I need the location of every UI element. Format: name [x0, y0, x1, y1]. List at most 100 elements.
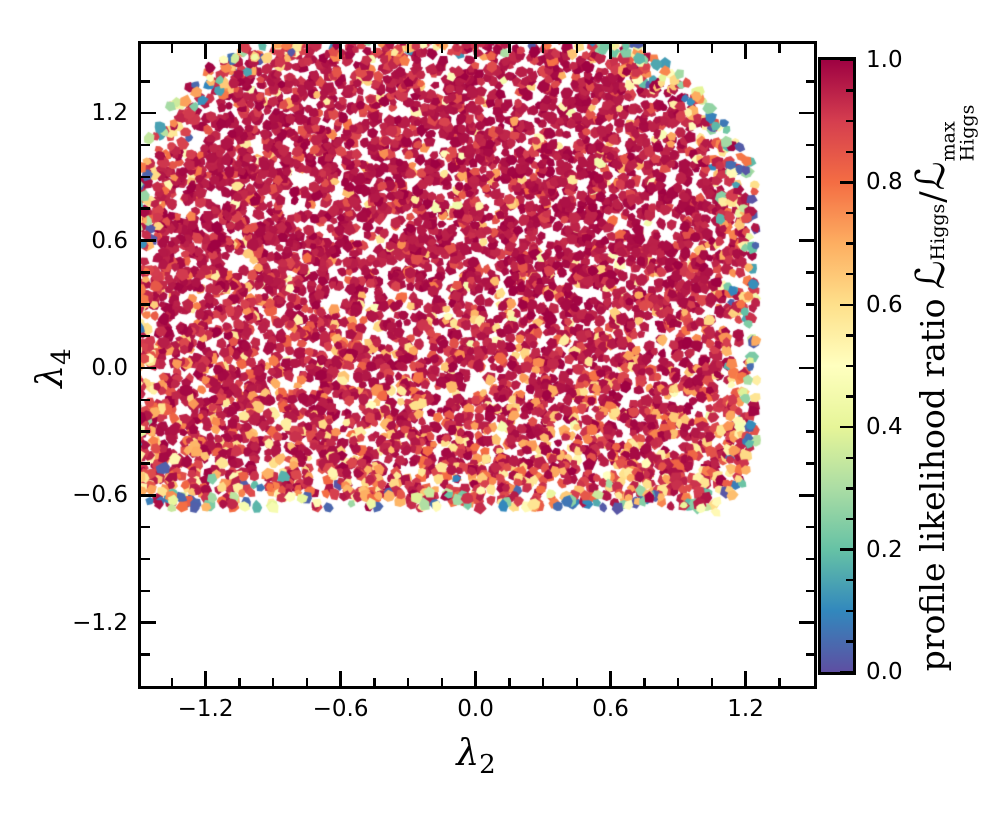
x-axis-tick — [609, 671, 612, 686]
x-axis-tick-top — [339, 44, 342, 59]
x-axis-label-subscript: 2 — [479, 750, 496, 781]
x-axis-tick-top — [440, 44, 444, 53]
x-axis-tick-top — [170, 44, 174, 53]
y-axis-tick — [141, 366, 156, 370]
lambda-symbol: λ — [456, 733, 480, 774]
x-axis-tick — [170, 677, 174, 686]
x-axis-tick-top — [406, 44, 410, 53]
colorbar-tick-label: 1.0 — [866, 47, 903, 73]
x-axis-tick — [541, 677, 545, 686]
y-axis-tick-right — [805, 557, 814, 561]
x-tick-label: −1.2 — [177, 696, 234, 722]
x-axis-tick-top — [778, 44, 781, 53]
x-axis-tick — [305, 677, 309, 686]
y-axis-tick — [141, 557, 150, 561]
colorbar-tick — [840, 548, 853, 551]
colorbar-label: profile likelihood ratio ℒ Higgs / ℒ max H… — [908, 104, 979, 672]
y-axis-tick — [141, 80, 150, 83]
y-axis-tick — [141, 175, 150, 179]
x-axis-tick-top — [373, 44, 376, 53]
y-axis-tick — [141, 430, 150, 433]
colorbar-tick — [845, 364, 853, 368]
L-max-higgs-stack: max Higgs — [937, 105, 978, 162]
y-tick-label: 0.6 — [91, 227, 128, 254]
x-axis-tick — [744, 671, 747, 686]
colorbar-tick — [845, 273, 853, 276]
y-axis-tick — [141, 111, 156, 115]
x-axis-tick-top — [204, 44, 207, 59]
y-tick-label: −0.6 — [72, 482, 128, 509]
x-axis-tick — [373, 677, 376, 686]
x-axis-tick — [204, 671, 207, 686]
colorbar-tick — [845, 487, 853, 490]
colorbar-tick — [845, 211, 853, 215]
x-axis-tick-top — [643, 44, 646, 53]
colorbar-tick — [845, 517, 853, 521]
x-axis-tick — [271, 677, 275, 686]
y-axis-tick — [141, 143, 150, 147]
y-tick-label: 1.2 — [91, 100, 128, 127]
x-axis-tick-top — [710, 44, 714, 53]
x-axis-tick-top — [238, 44, 241, 53]
colorbar-tick — [840, 670, 853, 674]
colorbar-tick — [845, 640, 853, 643]
colorbar-tick-label: 0.6 — [866, 291, 903, 318]
y-axis-tick — [141, 462, 150, 465]
colorbar-tick-label: 0.4 — [866, 414, 903, 441]
y-axis-tick — [141, 207, 150, 210]
y-axis-tick — [141, 589, 150, 593]
colorbar-tick — [840, 58, 853, 62]
colorbar-tick — [840, 303, 853, 306]
colorbar-tick — [845, 150, 853, 153]
colorbar-tick — [845, 334, 853, 337]
y-axis-tick — [141, 239, 156, 242]
x-axis-tick — [474, 671, 477, 686]
x-axis-tick — [238, 677, 241, 686]
x-axis-tick-top — [508, 44, 511, 53]
y-axis-tick — [141, 653, 150, 656]
y-axis-tick-right — [799, 239, 814, 242]
x-tick-label: 0.0 — [457, 696, 494, 722]
y-axis-tick-right — [805, 334, 814, 338]
y-axis-tick-right — [805, 462, 814, 465]
y-axis-tick — [141, 334, 150, 338]
y-axis-tick — [141, 621, 156, 624]
colorbar-tick-label: 0.8 — [866, 169, 903, 196]
x-axis-tick — [676, 677, 680, 686]
y-axis-tick-right — [799, 111, 814, 115]
y-axis-tick-right — [805, 430, 814, 433]
colorbar-tick — [840, 426, 853, 429]
y-axis-tick-right — [805, 653, 814, 656]
x-axis-tick — [643, 677, 646, 686]
x-axis-tick-top — [575, 44, 579, 53]
y-axis-tick-right — [805, 143, 814, 147]
x-axis-tick-top — [676, 44, 680, 53]
y-axis-tick-right — [805, 80, 814, 83]
y-axis-tick — [141, 398, 150, 402]
x-axis-tick-top — [744, 44, 747, 59]
y-axis-tick — [141, 271, 150, 274]
y-axis-tick-right — [799, 621, 814, 624]
colorbar-tick-label: 0.0 — [866, 659, 903, 685]
x-axis-tick — [778, 677, 781, 686]
y-axis-tick-right — [805, 271, 814, 274]
y-axis-tick-right — [805, 207, 814, 210]
x-axis-tick — [440, 677, 444, 686]
x-tick-label: −0.6 — [312, 696, 369, 722]
x-axis-tick-top — [474, 44, 477, 59]
x-axis-tick-top — [609, 44, 612, 59]
x-axis-tick — [339, 671, 342, 686]
y-axis-tick-right — [805, 303, 814, 306]
y-axis-tick — [141, 494, 156, 497]
scatter-points-canvas — [141, 44, 814, 686]
y-axis-tick-right — [799, 494, 814, 497]
colorbar-label-text: profile likelihood ratio — [913, 298, 952, 672]
y-axis-tick-right — [805, 398, 814, 402]
x-axis-label: λ2 — [396, 733, 556, 778]
colorbar-tick — [845, 120, 853, 123]
x-axis-tick-top — [541, 44, 545, 53]
x-axis-tick — [710, 677, 714, 686]
colorbar-tick — [845, 456, 853, 459]
x-tick-label: 1.2 — [727, 696, 764, 722]
